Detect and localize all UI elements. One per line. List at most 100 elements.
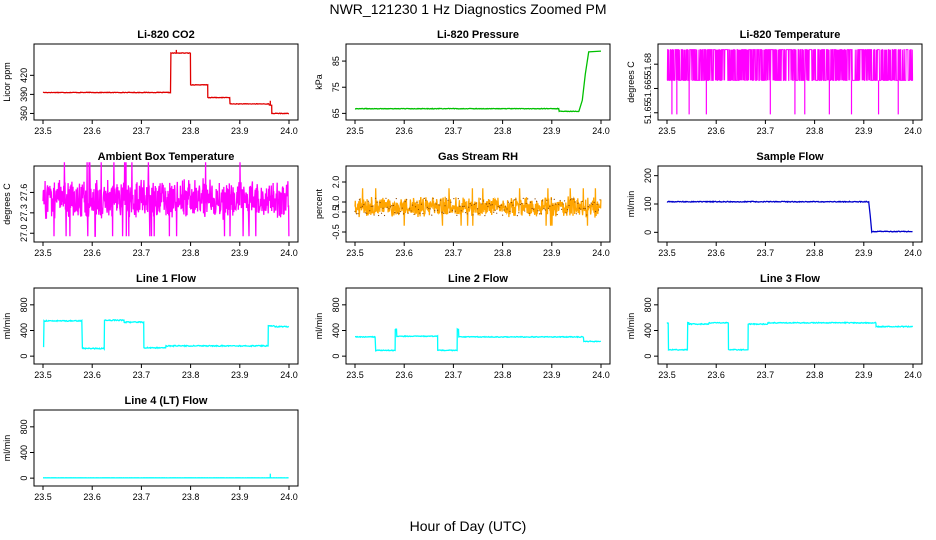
data-point (547, 207, 549, 209)
x-tick-label: 23.7 (133, 248, 151, 258)
panel-title: Line 2 Flow (448, 273, 508, 285)
data-point (562, 203, 564, 205)
panel-li-820-pressure: Li-820 Pressure 23.5 23.6 23.7 23.8 23.9 24.0 6… (314, 29, 611, 136)
data-point (519, 203, 521, 206)
panel-ambient-box-temperature: Ambient Box Temperature 23.5 23.6 23.7 23.8 2… (2, 151, 299, 258)
data-point (366, 212, 368, 214)
x-tick-label: 23.8 (182, 492, 200, 502)
y-tick-label: 0 (331, 354, 341, 359)
panel-title: Line 3 Flow (760, 273, 820, 285)
data-point (500, 204, 502, 206)
series-line (666, 321, 914, 352)
panel-sample-flow: Sample Flow 23.5 23.6 23.7 23.8 23.9 24.0 0 100 2… (626, 151, 923, 258)
x-tick-label: 23.5 (658, 248, 676, 258)
data-point (403, 213, 405, 215)
data-point (507, 201, 510, 203)
data-point (385, 197, 387, 199)
x-tick-label: 23.8 (806, 126, 824, 136)
data-point (479, 198, 482, 200)
x-tick-label: 23.6 (395, 248, 413, 258)
y-tick-label: 1.0 (331, 196, 341, 209)
x-tick-label: 23.7 (445, 248, 463, 258)
y-tick-label: 75 (331, 82, 341, 92)
data-point (413, 213, 415, 215)
data-point (544, 209, 547, 211)
x-tick-label: 23.9 (231, 126, 249, 136)
data-point (556, 213, 558, 216)
data-point (521, 202, 523, 205)
data-point (442, 212, 445, 214)
plot-frame (33, 287, 299, 365)
data-point (358, 199, 361, 201)
data-point (414, 206, 417, 208)
data-point (466, 213, 468, 215)
data-point (574, 201, 576, 203)
data-point (468, 206, 470, 208)
data-point (484, 215, 486, 217)
data-point (398, 212, 400, 214)
data-point (383, 214, 386, 217)
data-point (367, 200, 369, 202)
x-tick-label: 23.6 (707, 248, 725, 258)
data-point (515, 198, 517, 200)
data-point (558, 203, 560, 205)
data-point (569, 199, 572, 201)
y-tick-label: 400 (19, 445, 29, 460)
data-point (422, 212, 424, 215)
series-line (354, 50, 602, 113)
data-point (417, 208, 420, 211)
x-tick-label: 23.7 (133, 492, 151, 502)
data-point (543, 207, 545, 210)
panel-title: Sample Flow (756, 151, 824, 163)
x-tick-label: 24.0 (904, 248, 922, 258)
panel-title: Line 1 Flow (136, 273, 196, 285)
x-tick-label: 23.8 (806, 370, 824, 380)
series-line (42, 318, 290, 352)
data-point (487, 205, 489, 208)
x-tick-label: 23.6 (395, 126, 413, 136)
x-tick-label: 23.9 (855, 126, 873, 136)
data-point (361, 205, 363, 207)
data-point (589, 204, 591, 206)
data-point (425, 199, 427, 201)
y-tick-label: 800 (331, 297, 341, 312)
data-point (546, 199, 548, 201)
y-axis-label: percent (314, 188, 324, 219)
data-point (375, 197, 377, 199)
x-tick-label: 23.7 (757, 370, 775, 380)
data-point (386, 206, 389, 208)
data-point (441, 211, 443, 213)
data-point (447, 199, 449, 201)
data-point (481, 203, 483, 205)
x-tick-label: 23.5 (346, 126, 364, 136)
data-point (364, 212, 366, 214)
data-point (593, 201, 595, 203)
data-point (584, 208, 586, 210)
data-point (586, 214, 588, 216)
x-tick-label: 24.0 (280, 492, 298, 502)
x-tick-label: 23.6 (395, 370, 413, 380)
data-point (527, 198, 529, 200)
y-axis-label: degrees C (626, 61, 636, 103)
data-point (555, 203, 557, 205)
x-tick-label: 23.8 (806, 248, 824, 258)
data-point (485, 203, 487, 205)
y-tick-label: 400 (19, 323, 29, 338)
data-point (465, 211, 467, 214)
data-point (571, 198, 573, 200)
x-tick-label: 23.5 (34, 492, 52, 502)
data-point (565, 212, 567, 214)
data-point (394, 212, 396, 214)
data-point (391, 205, 393, 207)
data-point (503, 209, 505, 211)
y-axis-label: kPa (314, 74, 324, 90)
x-tick-label: 23.5 (34, 370, 52, 380)
data-point (528, 212, 530, 214)
data-point (456, 214, 458, 216)
series-line (42, 162, 290, 237)
y-axis-label: ml/min (626, 313, 636, 340)
data-point (478, 212, 480, 214)
y-tick-label: 51.665 (643, 75, 653, 103)
data-point (535, 200, 538, 202)
x-tick-label: 23.5 (346, 248, 364, 258)
